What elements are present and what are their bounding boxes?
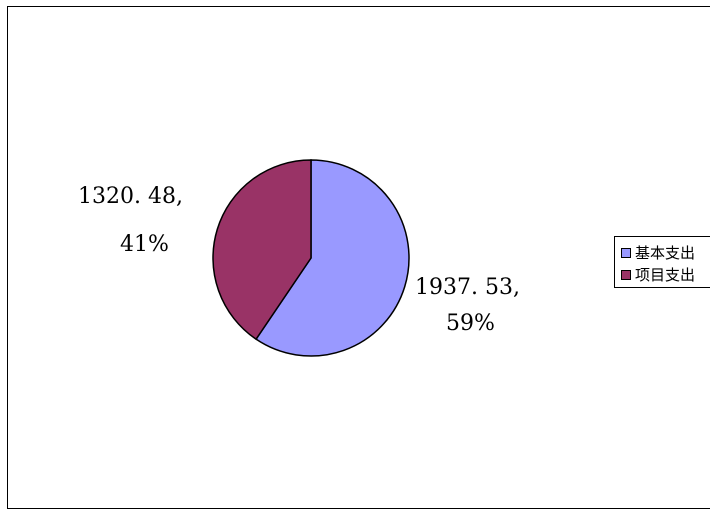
data-label-percent-project: 41%: [120, 232, 169, 257]
pie-slice-project: [212, 159, 312, 341]
legend-item-project: 项目支出: [621, 264, 695, 285]
legend-swatch-project: [621, 269, 631, 280]
pie-slice-basic: [255, 159, 410, 357]
legend: 基本支出 项目支出: [614, 236, 710, 288]
data-label-value-basic: 1937. 53,: [415, 275, 520, 300]
data-label-percent-basic: 59%: [446, 311, 495, 336]
data-label-value-project: 1320. 48,: [78, 184, 183, 209]
legend-label-project: 项目支出: [635, 266, 696, 284]
legend-swatch-basic: [621, 247, 631, 258]
legend-item-basic: 基本支出: [621, 242, 695, 263]
legend-label-basic: 基本支出: [635, 244, 696, 262]
